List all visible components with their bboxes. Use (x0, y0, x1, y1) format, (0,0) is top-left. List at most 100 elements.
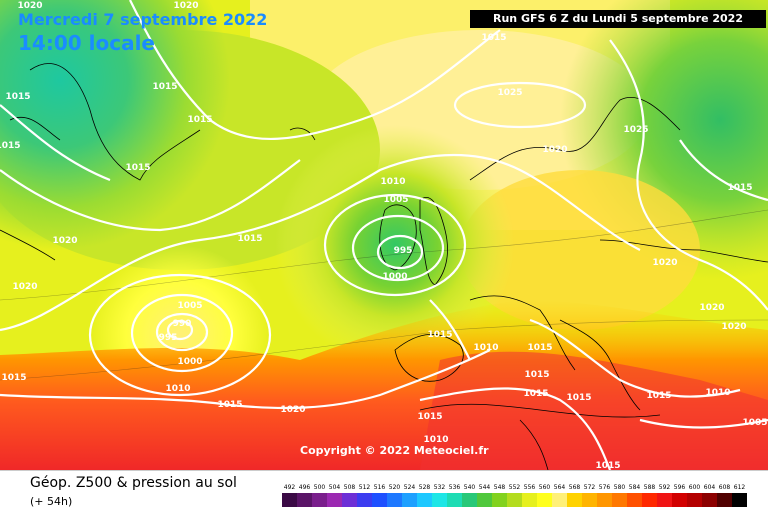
isobar-label: 1020 (173, 1, 198, 11)
legend-label: 564 (554, 484, 566, 491)
isobar-label: 995 (159, 333, 178, 343)
legend-label: 544 (479, 484, 491, 491)
legend-label: 572 (584, 484, 596, 491)
legend-swatch (447, 493, 462, 507)
legend-swatch (312, 493, 327, 507)
legend-label: 492 (284, 484, 296, 491)
legend-label: 500 (314, 484, 326, 491)
legend-swatch (327, 493, 342, 507)
isobar-label: 1005 (383, 195, 408, 205)
forecast-lead-time: (+ 54h) (30, 495, 73, 508)
legend-label: 604 (704, 484, 716, 491)
isobar-label: 1015 (125, 163, 150, 173)
isobar-label: 1000 (382, 272, 407, 282)
legend-swatch (492, 493, 507, 507)
isobar-label: 1020 (542, 145, 567, 155)
weather-map: 1020 1020 1015 1025 1015 1015 1015 1015 1015 1020… (0, 0, 768, 470)
legend-swatch (432, 493, 447, 507)
isobar-label: 1010 (380, 177, 405, 187)
legend-label: 524 (404, 484, 416, 491)
legend-label: 588 (644, 484, 656, 491)
legend-label: 592 (659, 484, 671, 491)
legend-swatch (552, 493, 567, 507)
isobar-label: 1015 (417, 412, 442, 422)
legend-label: 560 (539, 484, 551, 491)
legend-swatch (402, 493, 417, 507)
legend-label: 528 (419, 484, 431, 491)
forecast-time-title: 14:00 locale (18, 31, 155, 55)
legend-swatch (732, 493, 747, 507)
legend-label: 580 (614, 484, 626, 491)
isobar-label: 995 (394, 246, 413, 256)
legend-label: 516 (374, 484, 386, 491)
legend-label: 576 (599, 484, 611, 491)
legend-swatch (657, 493, 672, 507)
isobar-label: 1020 (17, 1, 42, 11)
forecast-date-title: Mercredi 7 septembre 2022 (18, 10, 268, 29)
legend-swatch (672, 493, 687, 507)
legend-label: 600 (689, 484, 701, 491)
legend-swatch (357, 493, 372, 507)
isobar-lines (0, 0, 768, 470)
legend-label: 584 (629, 484, 641, 491)
isobar-label: 1015 (524, 370, 549, 380)
copyright-notice: Copyright © 2022 Meteociel.fr (300, 444, 489, 457)
isobar-label: 1015 (481, 33, 506, 43)
legend-swatch (612, 493, 627, 507)
isobar-label: 1020 (699, 303, 724, 313)
legend-label: 612 (734, 484, 746, 491)
legend-swatch (642, 493, 657, 507)
isobar-label: 1015 (1, 373, 26, 383)
isobar-label: 1005 (177, 301, 202, 311)
isobar-label: 1015 (595, 461, 620, 470)
legend-swatch (702, 493, 717, 507)
isobar-label: 1020 (12, 282, 37, 292)
isobar-label: 1010 (165, 384, 190, 394)
legend-swatch (387, 493, 402, 507)
legend-label: 496 (299, 484, 311, 491)
isobar-label: 1025 (497, 88, 522, 98)
legend-swatch (597, 493, 612, 507)
legend-swatch (567, 493, 582, 507)
isobar-label: 1010 (705, 388, 730, 398)
legend-label: 512 (359, 484, 371, 491)
isobar-label: 1015 (427, 330, 452, 340)
legend-label: 540 (464, 484, 476, 491)
legend-swatch (462, 493, 477, 507)
legend-swatch (507, 493, 522, 507)
legend-swatch (297, 493, 312, 507)
legend-swatch (372, 493, 387, 507)
isobar-label: 1015 (566, 393, 591, 403)
isobar-label: 1005 (742, 418, 767, 428)
run-info-banner: Run GFS 6 Z du Lundi 5 septembre 2022 (470, 10, 766, 28)
legend-swatch (417, 493, 432, 507)
isobar-label: 1010 (473, 343, 498, 353)
legend-swatch (522, 493, 537, 507)
isobar-label: 1020 (721, 322, 746, 332)
legend-swatch (342, 493, 357, 507)
isobar-label: 1015 (527, 343, 552, 353)
legend-swatch (717, 493, 732, 507)
legend-swatch (627, 493, 642, 507)
isobar-label: 1020 (652, 258, 677, 268)
legend-label: 548 (494, 484, 506, 491)
footer-panel: Géop. Z500 & pression au sol (+ 54h) 492… (0, 470, 768, 513)
isobar-label: 1010 (423, 435, 448, 445)
z500-contours (0, 209, 768, 381)
legend-swatch (282, 493, 297, 507)
isobar-label: 1015 (523, 389, 548, 399)
legend-label: 556 (524, 484, 536, 491)
isobar-label: 1015 (727, 183, 752, 193)
legend-label: 532 (434, 484, 446, 491)
isobar-label: 1020 (52, 236, 77, 246)
legend-label: 608 (719, 484, 731, 491)
isobar-label: 1015 (237, 234, 262, 244)
isobar-label: 1025 (623, 125, 648, 135)
isobar-label: 1015 (152, 82, 177, 92)
isobar-labels: 1020 1020 1015 1025 1015 1015 1015 1015 1015 1020… (0, 1, 768, 470)
isobar-label: 1015 (646, 391, 671, 401)
isobar-label: 1015 (5, 92, 30, 102)
isobar-label: 1015 (0, 141, 21, 151)
isobar-label: 1015 (217, 400, 242, 410)
isobar-label: 1020 (280, 405, 305, 415)
